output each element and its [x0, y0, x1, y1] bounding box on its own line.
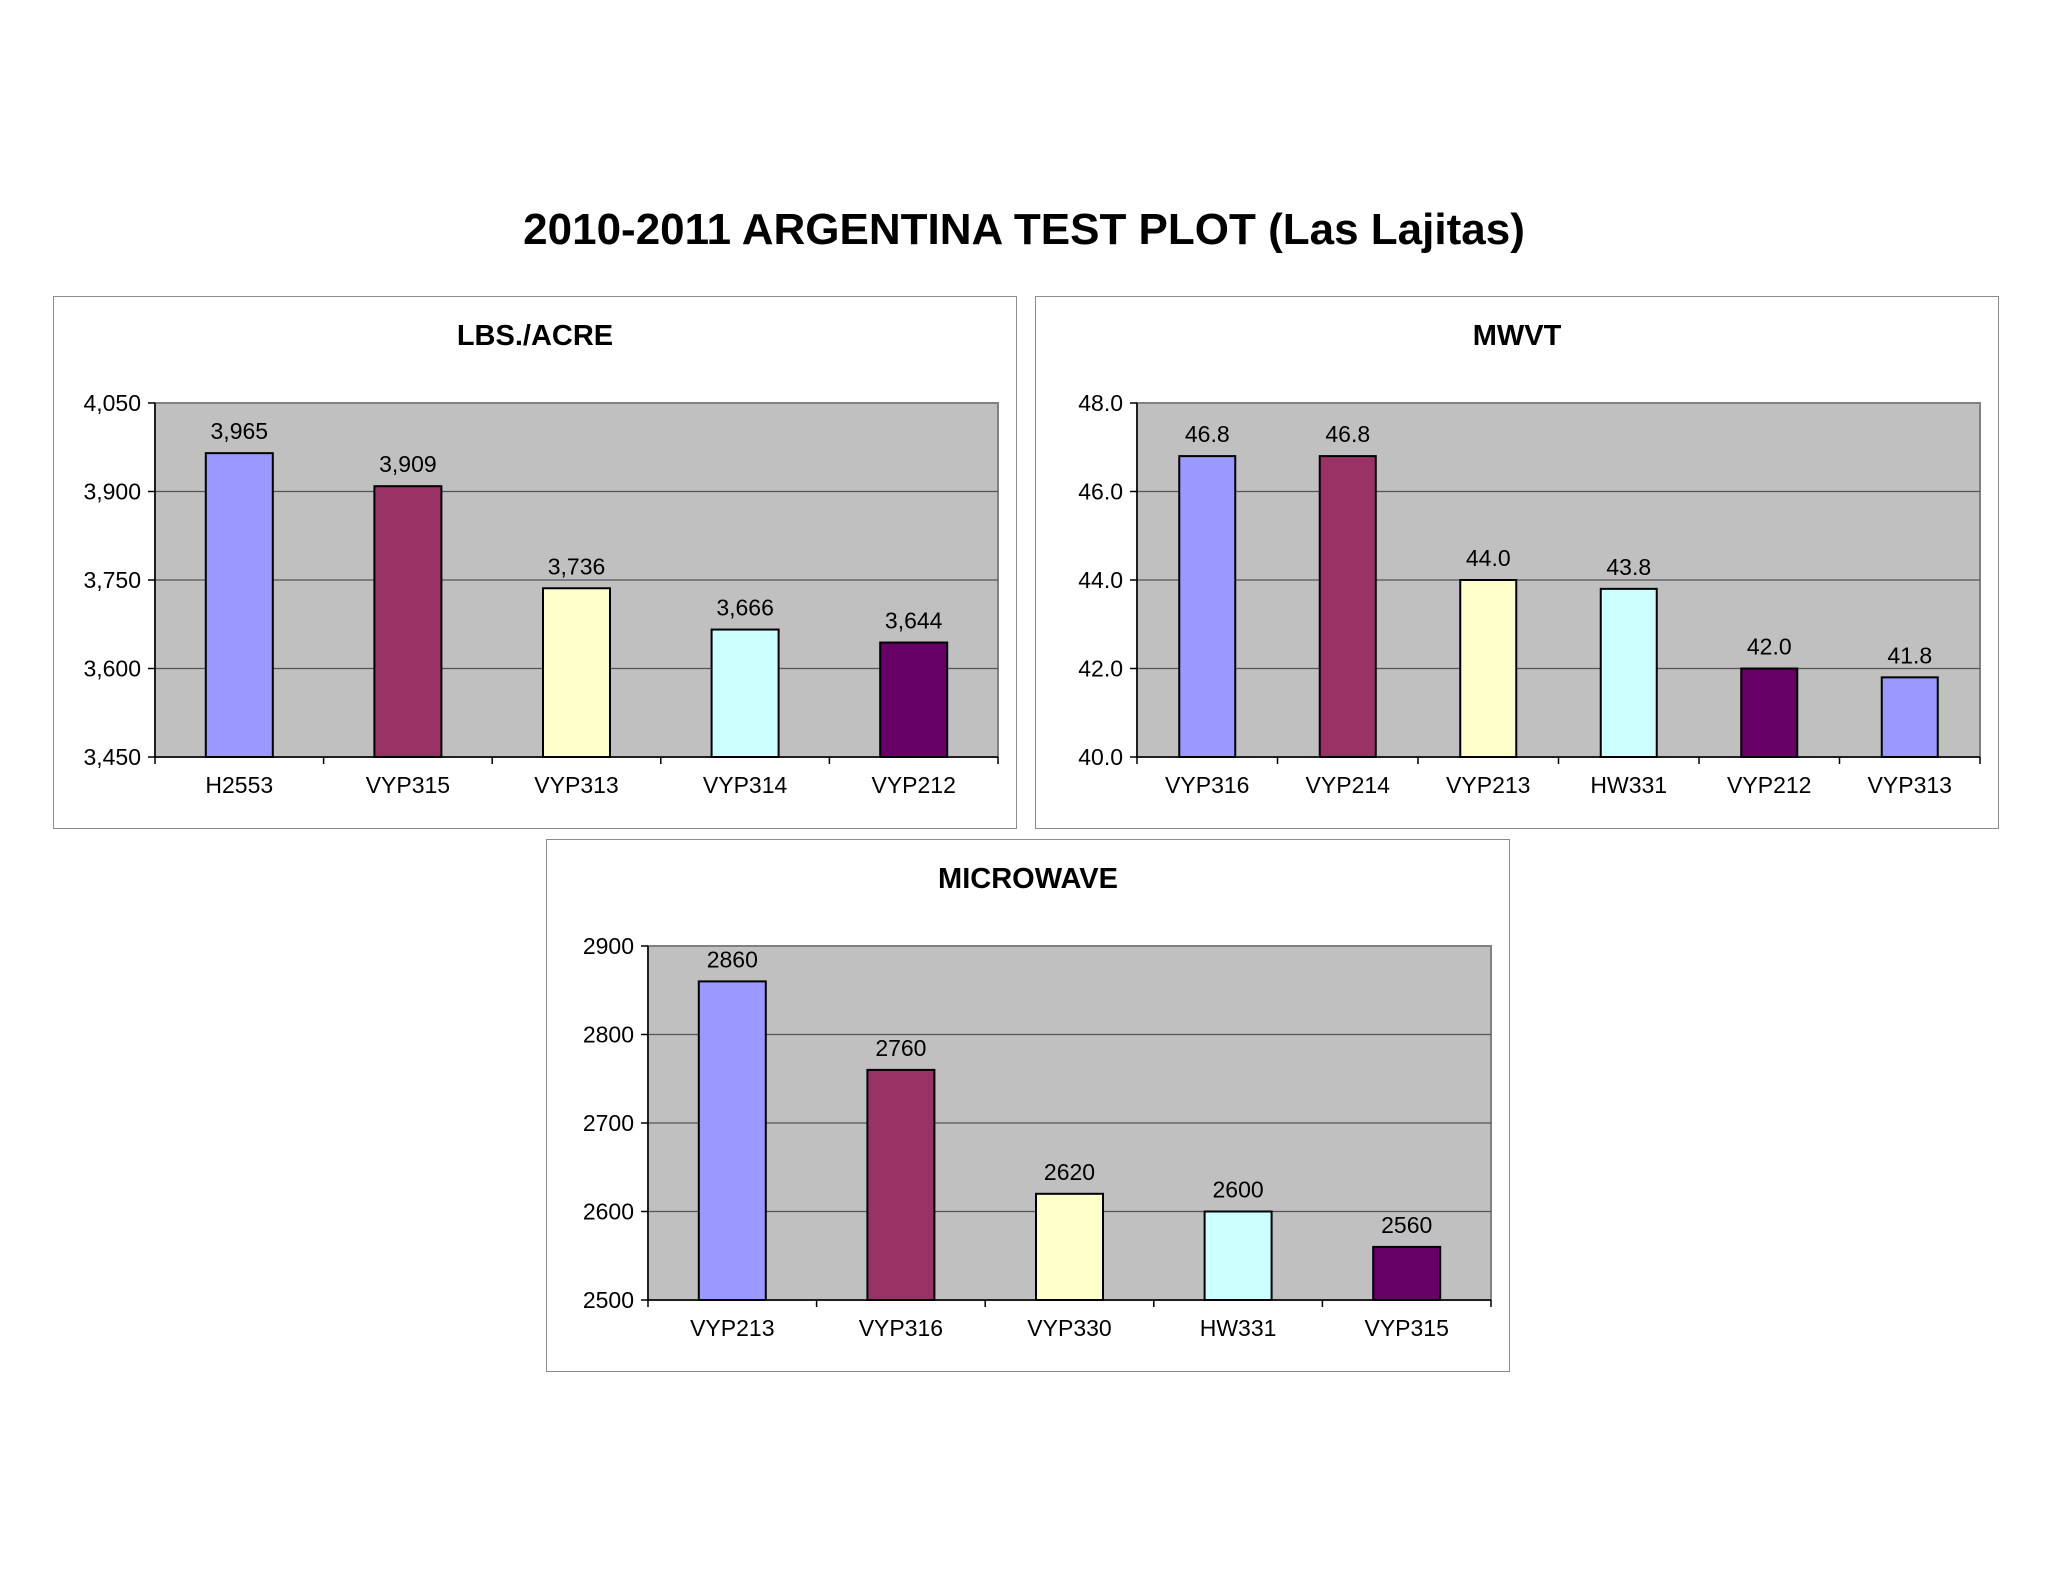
bar — [1599, 587, 1658, 758]
bar — [204, 452, 274, 758]
y-tick-label: 2600 — [583, 1199, 634, 1225]
bar — [710, 628, 780, 758]
bar — [866, 1068, 936, 1301]
bar — [697, 980, 767, 1301]
chart-lbs-acre: LBS./ACRE 3,450 3,600 3,750 3,900 4,050 3,965 H… — [53, 296, 1017, 829]
data-label: 44.0 — [1466, 545, 1511, 571]
y-tick-label: 3,900 — [83, 479, 141, 505]
data-label: 2560 — [1381, 1212, 1432, 1238]
x-tick-label: VYP316 — [1165, 772, 1249, 798]
chart-microwave-svg: MICROWAVE 2500 2600 2700 2800 2900 2860 VYP213 2… — [583, 863, 1492, 1341]
x-tick-label: HW331 — [1200, 1315, 1277, 1341]
x-tick-label: H2553 — [205, 772, 273, 798]
y-tick-label: 44.0 — [1078, 567, 1123, 593]
y-tick-label: 2500 — [583, 1287, 634, 1313]
x-tick-label: VYP213 — [690, 1315, 774, 1341]
chart-mwvt: MWVT 40.0 42.0 44.0 46.0 48.0 46.8 VYP316 46.8 VY… — [1035, 296, 1999, 829]
bar — [1459, 579, 1518, 758]
x-tick-label: VYP315 — [366, 772, 450, 798]
bar — [1178, 455, 1237, 758]
data-label: 3,909 — [379, 451, 437, 477]
y-tick-label: 2700 — [583, 1110, 634, 1136]
y-tick-label: 3,600 — [83, 656, 141, 682]
chart-title: LBS./ACRE — [457, 320, 613, 352]
data-label: 3,644 — [885, 608, 943, 634]
data-label: 41.8 — [1887, 642, 1932, 668]
x-tick-label: VYP330 — [1027, 1315, 1111, 1341]
x-tick-label: VYP313 — [1868, 772, 1952, 798]
x-tick-label: VYP315 — [1364, 1315, 1448, 1341]
bar — [1372, 1245, 1442, 1301]
x-tick-label: VYP313 — [534, 772, 618, 798]
y-tick-label: 48.0 — [1078, 390, 1123, 416]
data-label: 2620 — [1044, 1159, 1095, 1185]
chart-lbs-acre-svg: LBS./ACRE 3,450 3,600 3,750 3,900 4,050 3,965 H… — [83, 320, 999, 798]
data-label: 2860 — [707, 946, 758, 972]
x-tick-label: VYP213 — [1446, 772, 1530, 798]
chart-title: MICROWAVE — [938, 863, 1118, 895]
y-tick-label: 40.0 — [1078, 744, 1123, 770]
x-tick-label: VYP316 — [859, 1315, 943, 1341]
data-label: 42.0 — [1747, 634, 1792, 660]
y-tick-label: 42.0 — [1078, 656, 1123, 682]
bar — [373, 485, 443, 758]
y-tick-label: 2800 — [583, 1022, 634, 1048]
data-label: 2760 — [875, 1035, 926, 1061]
page-title: 2010-2011 ARGENTINA TEST PLOT (Las Lajit… — [523, 205, 1525, 254]
chart-title: MWVT — [1473, 320, 1562, 352]
x-tick-label: HW331 — [1590, 772, 1667, 798]
chart-mwvt-svg: MWVT 40.0 42.0 44.0 46.0 48.0 46.8 VYP316 46.8 VY… — [1078, 320, 1981, 798]
bar — [542, 587, 611, 759]
chart-microwave: MICROWAVE 2500 2600 2700 2800 2900 2860 VYP213 2… — [546, 839, 1510, 1372]
x-tick-label: VYP212 — [1727, 772, 1811, 798]
x-tick-label: VYP314 — [703, 772, 788, 798]
data-label: 3,666 — [716, 595, 774, 621]
data-label: 2600 — [1213, 1177, 1264, 1203]
y-tick-label: 2900 — [583, 933, 634, 959]
data-label: 3,965 — [211, 418, 269, 444]
data-label: 43.8 — [1606, 554, 1651, 580]
x-tick-label: VYP214 — [1306, 772, 1391, 798]
bar — [1880, 676, 1939, 759]
data-label: 46.8 — [1185, 421, 1230, 447]
bar — [1318, 455, 1377, 758]
bar — [1035, 1192, 1104, 1301]
y-tick-label: 3,750 — [83, 567, 141, 593]
x-tick-label: VYP212 — [871, 772, 955, 798]
data-label: 3,736 — [548, 553, 606, 579]
bar — [1203, 1210, 1273, 1301]
y-tick-label: 4,050 — [83, 390, 141, 416]
y-tick-label: 3,450 — [83, 744, 141, 770]
y-tick-label: 46.0 — [1078, 479, 1123, 505]
bar — [1740, 667, 1799, 758]
data-label: 46.8 — [1325, 421, 1370, 447]
bar — [879, 641, 949, 759]
